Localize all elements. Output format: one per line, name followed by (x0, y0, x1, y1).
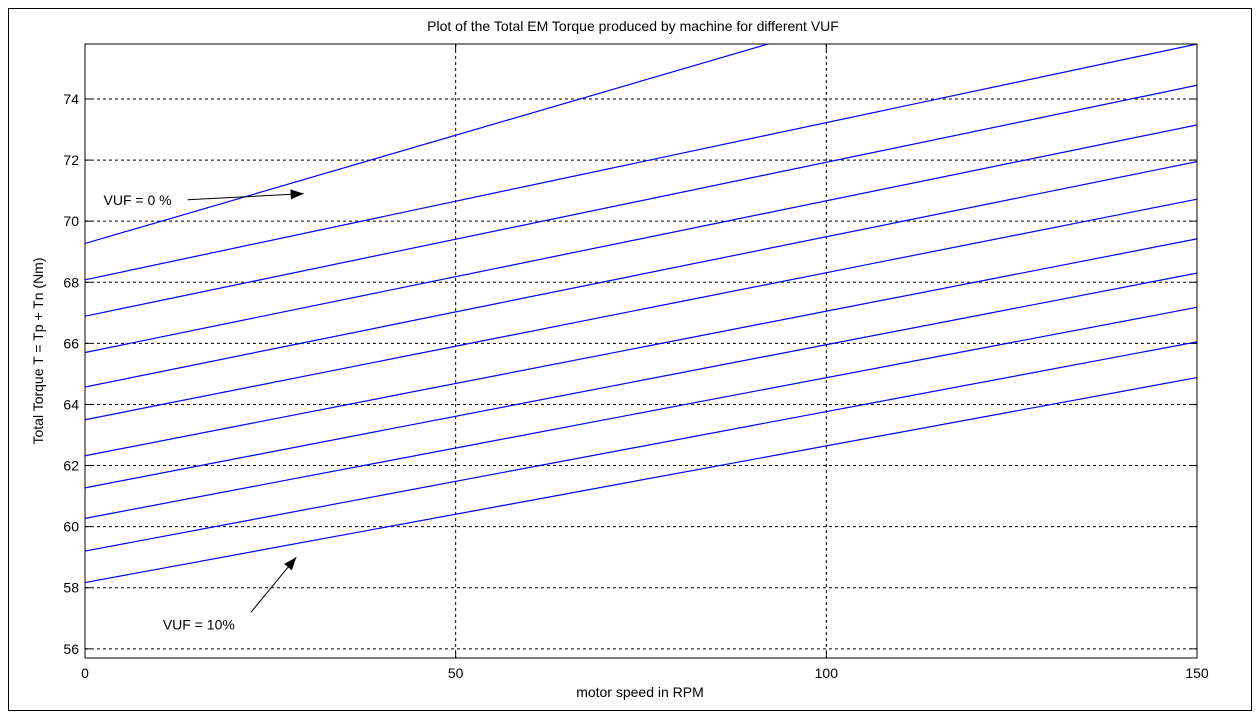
series-line-6 (85, 198, 1197, 421)
annotation-arrowhead (290, 189, 304, 200)
series-line-10 (85, 341, 1197, 552)
series-line-7 (85, 238, 1197, 457)
x-tick-label: 0 (81, 665, 89, 681)
y-tick-label: 74 (63, 91, 79, 107)
series-line-5 (85, 161, 1197, 388)
x-tick-label: 100 (815, 665, 839, 681)
y-tick-label: 58 (63, 580, 79, 596)
annotation-label-1: VUF = 0 % (104, 192, 172, 208)
annotation-arrow-line (187, 193, 304, 201)
grid (85, 44, 1197, 658)
chart-title: Plot of the Total EM Torque produced by … (427, 18, 839, 34)
y-axis-label: Total Torque T = Tp + Tn (Nm) (30, 257, 46, 444)
x-tick-label: 150 (1185, 665, 1209, 681)
y-tick-label: 70 (63, 213, 79, 229)
y-tick-label: 62 (63, 458, 79, 474)
figure-border (8, 8, 1252, 711)
y-tick-label: 60 (63, 519, 79, 535)
series-lines (85, 44, 1197, 584)
annotations: VUF = 0 % VUF = 10% (104, 189, 304, 632)
annotation-label-2: VUF = 10% (163, 616, 235, 632)
annotation-arrowhead (284, 557, 297, 571)
y-tick-label: 72 (63, 152, 79, 168)
y-tick-label: 68 (63, 274, 79, 290)
y-tick-label: 66 (63, 335, 79, 351)
series-line-11 (85, 376, 1197, 584)
plot-area-border (84, 43, 1198, 659)
y-tick-label: 56 (63, 641, 79, 657)
y-tick-label: 64 (63, 396, 79, 412)
series-line-1 (85, 44, 771, 245)
series-line-2 (85, 44, 1197, 281)
series-line-4 (85, 124, 1197, 354)
series-line-9 (85, 306, 1197, 519)
x-tick-label: 50 (448, 665, 464, 681)
series-line-3 (85, 84, 1197, 317)
axis-ticks: 0 50 100 150 56 58 60 62 64 66 68 70 72 74 (63, 44, 1209, 681)
x-axis-label: motor speed in RPM (576, 684, 704, 700)
series-line-8 (85, 272, 1197, 489)
